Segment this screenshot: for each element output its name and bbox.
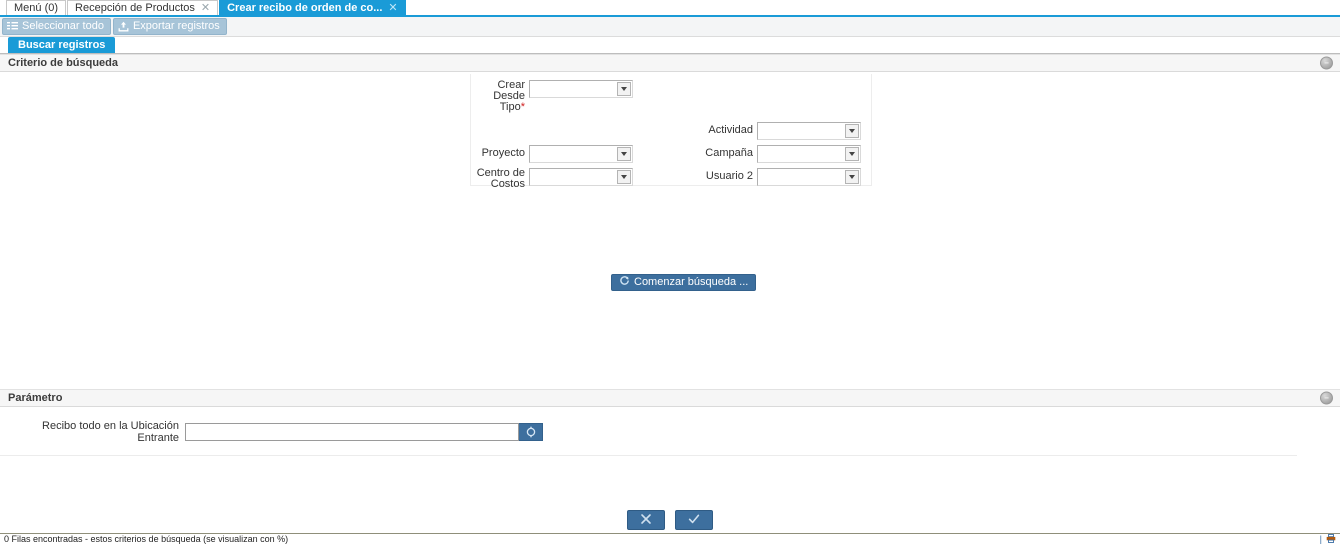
combo-usuario-2[interactable] — [757, 168, 861, 186]
combo-crear-desde-tipo[interactable] — [529, 80, 633, 98]
refresh-icon — [619, 275, 630, 291]
collapse-circle-icon[interactable]: − — [1320, 56, 1333, 70]
field-label-proyecto: Proyecto — [481, 147, 525, 159]
combo-centro-de-costos[interactable] — [529, 168, 633, 186]
parameter-section-body: Recibo todo en la Ubicación Entrante — [0, 407, 1340, 491]
close-icon[interactable]: ✕ — [200, 1, 211, 14]
start-search-label: Comenzar búsqueda ... — [634, 276, 749, 288]
combo-proyecto[interactable] — [529, 145, 633, 163]
lookup-circle-icon[interactable] — [519, 423, 543, 441]
export-upload-icon — [118, 21, 129, 32]
tab-buscar-registros-label: Buscar registros — [18, 39, 106, 51]
chevron-down-icon[interactable] — [617, 170, 631, 184]
combo-campana[interactable] — [757, 145, 861, 163]
window-tab-strip: Menú (0) Recepción de Productos ✕ Crear … — [0, 0, 1340, 17]
status-bar-right: | — [1320, 534, 1336, 544]
criteria-fields-panel: Crear Desde Tipo* Actividad Proyecto — [470, 74, 872, 190]
field-campana: Campaña — [703, 145, 861, 163]
window-tab-crear-recibo-de-orden[interactable]: Crear recibo de orden de co... ✕ — [219, 0, 406, 15]
start-search-button[interactable]: Comenzar búsqueda ... — [611, 274, 757, 291]
list-icon — [7, 21, 18, 32]
status-bar: 0 Filas encontradas - estos criterios de… — [0, 533, 1340, 544]
export-records-button[interactable]: Exportar registros — [112, 18, 227, 35]
status-text: 0 Filas encontradas - estos criterios de… — [4, 534, 289, 544]
window-tab-label: Recepción de Productos — [75, 1, 195, 14]
window-tab-recepcion-de-productos[interactable]: Recepción de Productos ✕ — [67, 0, 219, 15]
window-tab-menu[interactable]: Menú (0) — [6, 0, 67, 15]
printer-icon[interactable] — [1326, 534, 1336, 544]
select-all-label: Seleccionar todo — [22, 20, 104, 32]
chevron-down-icon[interactable] — [617, 82, 631, 96]
export-records-label: Exportar registros — [132, 20, 220, 32]
cross-icon — [639, 512, 653, 529]
parameter-field-row: Recibo todo en la Ubicación Entrante — [0, 420, 1297, 444]
parameter-section-title: Parámetro — [8, 392, 63, 404]
parameter-input[interactable] — [185, 423, 519, 441]
combo-actividad[interactable] — [757, 122, 861, 140]
parameter-divider — [0, 455, 1297, 456]
criteria-section-body: Crear Desde Tipo* Actividad Proyecto — [0, 72, 1340, 389]
select-all-button[interactable]: Seleccionar todo — [2, 18, 111, 35]
field-usuario-2: Usuario 2 — [703, 168, 861, 186]
footer-action-bar — [0, 510, 1340, 530]
field-label-actividad: Actividad — [708, 124, 753, 136]
chevron-down-icon[interactable] — [617, 147, 631, 161]
field-actividad: Actividad — [703, 122, 861, 140]
field-proyecto: Proyecto — [471, 145, 633, 163]
required-marker: * — [520, 101, 525, 113]
close-icon[interactable]: ✕ — [388, 1, 398, 14]
toolbar: Seleccionar todo Exportar registros — [0, 17, 1340, 37]
field-crear-desde-tipo: Crear Desde Tipo* — [471, 80, 633, 113]
criteria-section-header: Criterio de búsqueda − — [0, 54, 1340, 72]
chevron-down-icon[interactable] — [845, 147, 859, 161]
window-tab-label: Menú (0) — [14, 1, 59, 14]
collapse-circle-icon[interactable]: − — [1320, 391, 1333, 405]
parameter-section-header: Parámetro − — [0, 389, 1340, 407]
criteria-section-title: Criterio de búsqueda — [8, 57, 119, 69]
field-label-campana: Campaña — [705, 147, 753, 159]
status-divider: | — [1319, 534, 1322, 544]
chevron-down-icon[interactable] — [845, 124, 859, 138]
chevron-down-icon[interactable] — [845, 170, 859, 184]
field-centro-de-costos: Centro de Costos — [471, 168, 633, 190]
tab-buscar-registros[interactable]: Buscar registros — [8, 37, 116, 53]
window-tab-label: Crear recibo de orden de co... — [227, 1, 383, 14]
ok-button[interactable] — [675, 510, 713, 530]
field-label-crear-desde-tipo: Crear Desde Tipo* — [493, 79, 525, 113]
field-label-centro-de-costos: Centro de Costos — [476, 167, 525, 190]
check-icon — [687, 512, 701, 529]
cancel-button[interactable] — [627, 510, 665, 530]
search-subtab-bar: Buscar registros — [0, 37, 1340, 54]
field-label-usuario-2: Usuario 2 — [705, 170, 753, 182]
parameter-field-label: Recibo todo en la Ubicación Entrante — [42, 420, 179, 444]
